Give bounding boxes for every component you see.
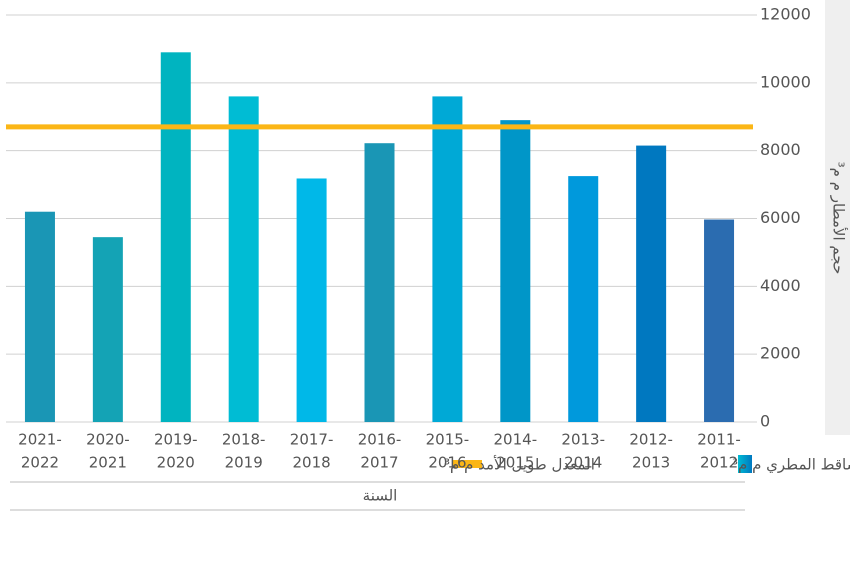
x-tick-label: 2017: [360, 454, 398, 472]
x-tick-label: 2021-: [18, 431, 62, 449]
legend-swatch: [452, 460, 482, 468]
bar: [24, 211, 55, 422]
legend-swatch: [738, 455, 752, 473]
x-tick-label: 2012: [700, 454, 738, 472]
bar: [636, 145, 667, 422]
bar: [364, 143, 395, 422]
x-tick-label: 2019: [225, 454, 263, 472]
bar: [228, 96, 259, 423]
x-tick-label: 2018: [292, 454, 330, 472]
x-tick-label: 2012-: [629, 431, 673, 449]
x-tick-label: 2014: [564, 454, 602, 472]
x-tick-label: 2015-: [426, 431, 470, 449]
y-axis-label: حجم الأمطار م م³: [830, 162, 849, 275]
ylabel-box: [825, 0, 850, 435]
legend-label: الساقط المطري م م³: [732, 456, 850, 475]
x-tick-label: 2019-: [154, 431, 198, 449]
x-tick-label: 2020: [157, 454, 195, 472]
x-tick-label: 2014-: [494, 431, 538, 449]
bar: [704, 219, 735, 422]
y-tick-label: 2000: [760, 344, 801, 363]
y-tick-label: 10000: [760, 72, 811, 91]
bar: [568, 176, 599, 422]
x-tick-label: 2018-: [222, 431, 266, 449]
x-tick-label: 2016: [428, 454, 466, 472]
y-tick-label: 0: [760, 412, 770, 431]
x-axis-label: السنة: [363, 487, 398, 505]
bar: [432, 96, 463, 423]
legend-label: المعدل طويل الأمد م م³: [444, 455, 595, 474]
y-tick-label: 6000: [760, 208, 801, 227]
bar: [500, 120, 531, 423]
bar: [160, 52, 191, 422]
x-tick-label: 2021: [89, 454, 127, 472]
x-tick-label: 2020-: [86, 431, 130, 449]
x-tick-label: 2017-: [290, 431, 334, 449]
x-tick-label: 2013: [632, 454, 670, 472]
y-tick-label: 12000: [760, 5, 811, 24]
y-tick-label: 8000: [760, 140, 801, 159]
x-tick-label: 2016-: [358, 431, 402, 449]
y-tick-label: 4000: [760, 276, 801, 295]
x-tick-label: 2022: [21, 454, 59, 472]
x-tick-label: 2013-: [561, 431, 605, 449]
x-tick-label: 2011-: [697, 431, 741, 449]
bar: [92, 237, 123, 422]
x-tick-label: 2015: [496, 454, 534, 472]
bar: [296, 178, 327, 422]
